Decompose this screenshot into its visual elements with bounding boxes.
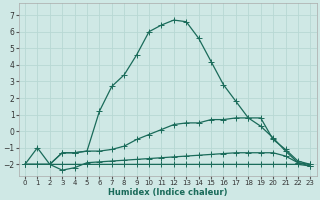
X-axis label: Humidex (Indice chaleur): Humidex (Indice chaleur) (108, 188, 228, 197)
